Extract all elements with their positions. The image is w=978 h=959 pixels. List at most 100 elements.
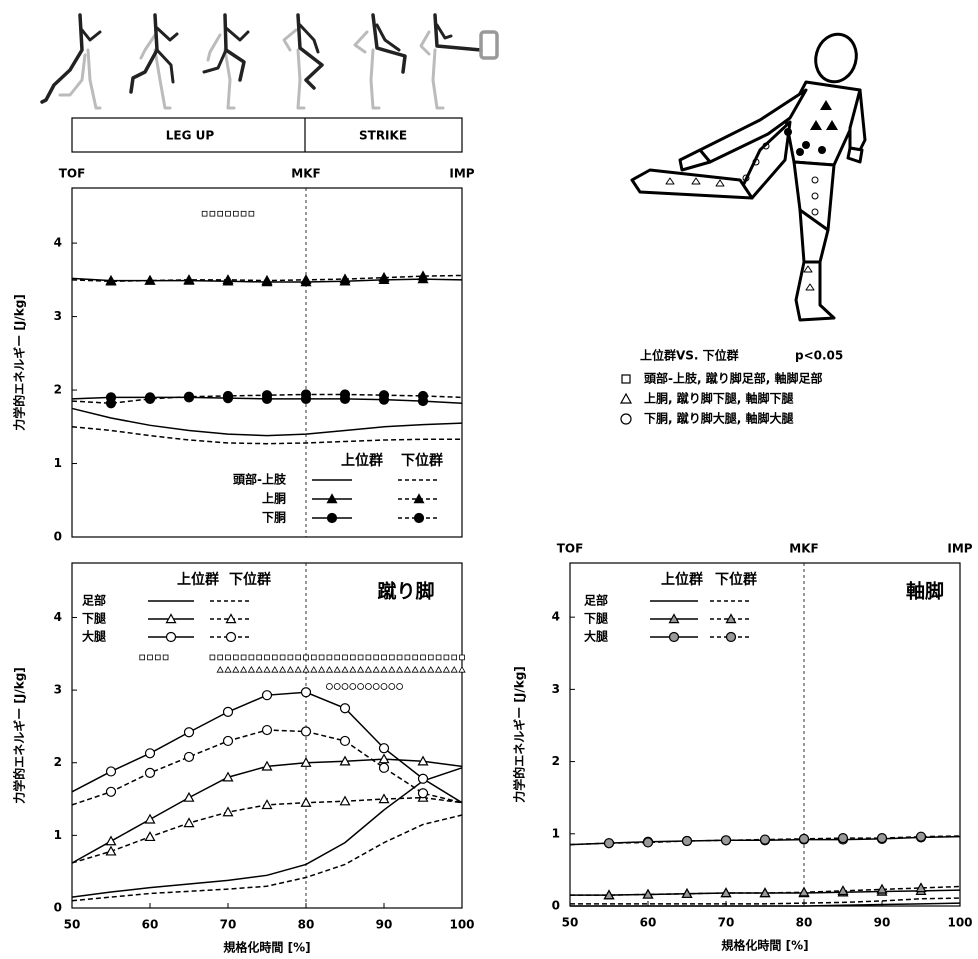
marker xyxy=(107,767,116,776)
line-lower xyxy=(570,898,960,904)
significance-mark xyxy=(443,667,449,672)
significance-mark xyxy=(413,655,418,660)
x-tick-label: 60 xyxy=(640,916,657,930)
x-tick-label: 50 xyxy=(562,916,579,930)
significance-mark xyxy=(397,683,403,689)
marker xyxy=(341,704,350,713)
significance-mark xyxy=(241,667,247,672)
significance-mark xyxy=(373,683,379,689)
phase-marker-label: TOF xyxy=(557,542,584,556)
marker xyxy=(722,836,731,845)
line-upper xyxy=(72,759,462,863)
sig-text: 下胴, 蹴り脚大腿, 軸脚大腿 xyxy=(644,411,794,426)
body-diagram xyxy=(632,30,865,320)
significance-mark xyxy=(397,655,402,660)
marker xyxy=(419,774,428,783)
legend-header: 下位群 xyxy=(229,571,271,588)
marker xyxy=(224,736,233,745)
legend-label: 上胴 xyxy=(262,491,286,506)
legend-label: 大腿 xyxy=(584,629,609,644)
marker xyxy=(146,832,155,840)
x-tick-label: 70 xyxy=(220,918,237,932)
significance-mark xyxy=(381,667,387,672)
marker xyxy=(419,789,428,798)
significance-mark xyxy=(140,655,145,660)
significance-mark xyxy=(311,655,316,660)
sig-text: 上胴, 蹴り脚下腿, 軸脚下腿 xyxy=(644,391,794,406)
y-tick-label: 0 xyxy=(54,530,62,544)
marker xyxy=(185,819,194,827)
significance-mark xyxy=(404,667,410,672)
significance-mark xyxy=(365,683,371,689)
significance-mark xyxy=(350,683,356,689)
significance-mark xyxy=(280,655,285,660)
significance-mark xyxy=(436,655,441,660)
phase-label: LEG UP xyxy=(166,129,215,143)
marker xyxy=(263,800,272,808)
phase-marker-label: TOF xyxy=(59,167,86,181)
significance-mark xyxy=(287,667,293,672)
significance-mark xyxy=(210,211,215,216)
marker xyxy=(302,727,311,736)
x-tick-label: 80 xyxy=(796,916,813,930)
marker xyxy=(761,835,770,844)
marker xyxy=(419,391,428,400)
marker xyxy=(107,399,116,408)
sig-p: p<0.05 xyxy=(795,349,843,363)
phase-marker-label: IMP xyxy=(449,167,474,181)
marker xyxy=(839,834,848,843)
marker xyxy=(146,768,155,777)
significance-mark xyxy=(248,667,254,672)
sig-symbol xyxy=(621,394,631,403)
phase-marker-label: MKF xyxy=(291,167,320,181)
significance-mark xyxy=(421,655,426,660)
y-axis-label: 力学的エネルギー [J/kg] xyxy=(512,666,527,803)
marker xyxy=(263,391,272,400)
legend-marker xyxy=(227,633,236,642)
phase-label: STRIKE xyxy=(359,129,407,143)
marker xyxy=(185,392,194,401)
line-upper xyxy=(72,408,462,435)
y-axis-label: 力学的エネルギー [J/kg] xyxy=(12,667,27,804)
significance-mark xyxy=(218,211,223,216)
significance-mark xyxy=(342,683,348,689)
marker xyxy=(263,726,272,735)
sig-text: 頭部-上肢, 蹴り脚足部, 軸脚足部 xyxy=(644,371,822,386)
legend-marker xyxy=(727,633,736,642)
legend-header: 上位群 xyxy=(177,571,219,588)
significance-mark xyxy=(451,667,457,672)
y-tick-label: 1 xyxy=(54,456,62,470)
legend-label: 下胴 xyxy=(262,510,286,525)
legend-marker xyxy=(415,514,424,523)
marker xyxy=(185,728,194,737)
significance-mark xyxy=(460,655,465,660)
significance-mark xyxy=(327,655,332,660)
marker xyxy=(800,888,809,896)
marker xyxy=(605,839,614,848)
marker xyxy=(341,797,350,805)
phase-marker-label: MKF xyxy=(789,542,818,556)
sig-symbol xyxy=(621,414,631,424)
significance-mark xyxy=(226,655,231,660)
legend-label: 下腿 xyxy=(584,611,609,626)
significance-mark xyxy=(335,655,340,660)
legend-label: 大腿 xyxy=(82,629,107,644)
y-tick-label: 4 xyxy=(552,610,560,624)
significance-mark xyxy=(241,211,246,216)
x-tick-label: 50 xyxy=(64,918,81,932)
chart-label: 蹴り脚 xyxy=(377,580,434,603)
significance-mark xyxy=(334,667,340,672)
marker xyxy=(146,394,155,403)
phase-marker-label: IMP xyxy=(947,542,972,556)
significance-mark xyxy=(249,655,254,660)
significance-mark xyxy=(428,655,433,660)
significance-mark xyxy=(389,683,395,689)
y-tick-label: 0 xyxy=(552,899,560,913)
significance-mark xyxy=(412,667,418,672)
marker xyxy=(302,688,311,697)
significance-mark xyxy=(218,655,223,660)
significance-mark xyxy=(350,655,355,660)
significance-mark xyxy=(202,211,207,216)
marker xyxy=(683,837,692,846)
marker xyxy=(263,691,272,700)
